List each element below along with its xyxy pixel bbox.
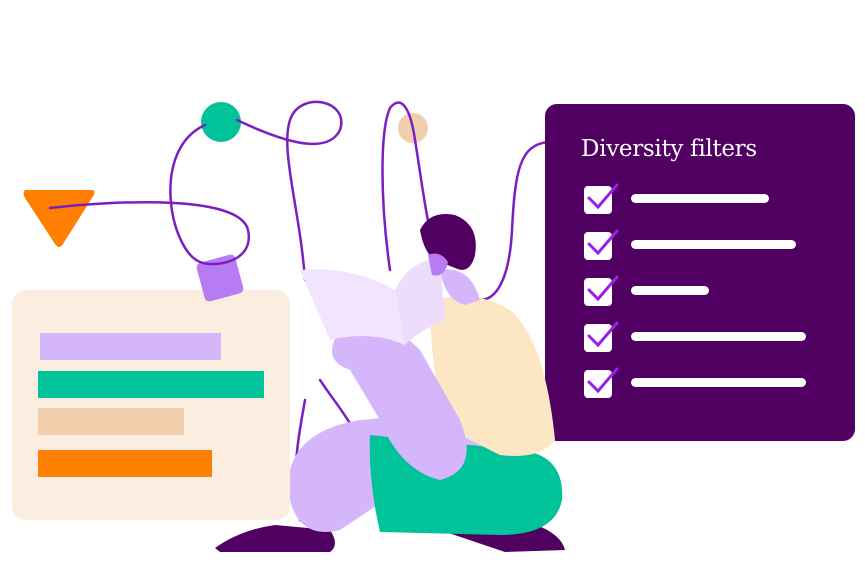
left-card xyxy=(12,290,290,520)
filter-checkbox[interactable] xyxy=(584,278,612,306)
checkmark-icon xyxy=(587,275,619,302)
orange-triangle-shape xyxy=(23,190,95,247)
person-figure xyxy=(215,214,565,552)
green-circle-shape xyxy=(201,102,241,142)
filter-checkbox[interactable] xyxy=(584,370,612,398)
checkmark-icon xyxy=(587,321,619,348)
filter-label-placeholder xyxy=(631,240,796,249)
card-bar-green xyxy=(38,371,264,398)
filter-label-placeholder xyxy=(631,194,769,203)
filter-label-placeholder xyxy=(631,378,806,387)
card-bar-lavender xyxy=(40,333,221,360)
diversity-filters-panel xyxy=(545,104,855,441)
card-bar-orange xyxy=(38,450,212,477)
filter-checkbox[interactable] xyxy=(584,232,612,260)
checkmark-icon xyxy=(587,229,619,256)
checkmark-icon xyxy=(587,183,619,210)
filter-label-placeholder xyxy=(631,286,709,295)
panel-title: Diversity filters xyxy=(581,136,757,162)
card-bar-peach xyxy=(38,408,184,435)
filter-label-placeholder xyxy=(631,332,806,341)
filter-checkbox[interactable] xyxy=(584,186,612,214)
filter-checkbox[interactable] xyxy=(584,324,612,352)
checkmark-icon xyxy=(587,367,619,394)
violet-square-shape xyxy=(196,254,244,302)
